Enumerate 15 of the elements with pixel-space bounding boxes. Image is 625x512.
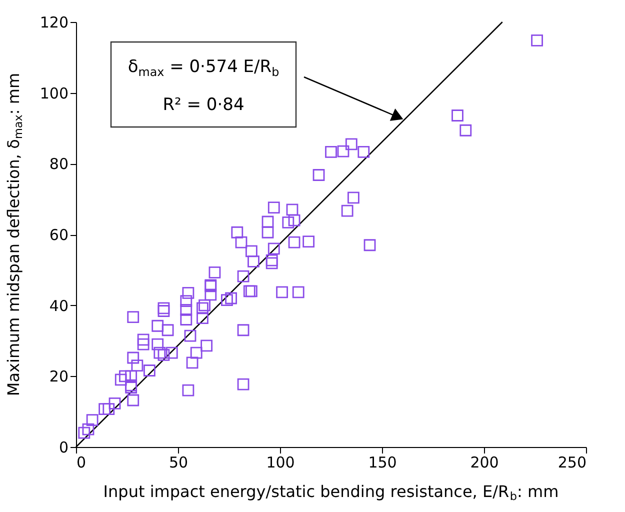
y-axis-title: Maximum midspan deflection, δmax: mm (4, 72, 25, 396)
x-tick-label: 100 (266, 454, 295, 472)
y-tick-label: 100 (40, 84, 68, 102)
annotation: R² = 0·84 (162, 95, 244, 115)
y-tick-label: 0 (58, 438, 68, 456)
x-tick-label: 50 (168, 454, 188, 472)
y-tick-label: 80 (49, 155, 68, 174)
y-tick-label: 40 (49, 296, 68, 315)
y-tick-label: 20 (49, 368, 68, 386)
x-tick-label: 0 (76, 454, 86, 472)
x-tick-label: 250 (558, 454, 586, 472)
x-tick-label: 200 (470, 454, 499, 472)
y-tick-label: 60 (49, 226, 68, 244)
y-tick-label: 120 (40, 14, 68, 32)
x-tick-label: 150 (368, 454, 397, 472)
